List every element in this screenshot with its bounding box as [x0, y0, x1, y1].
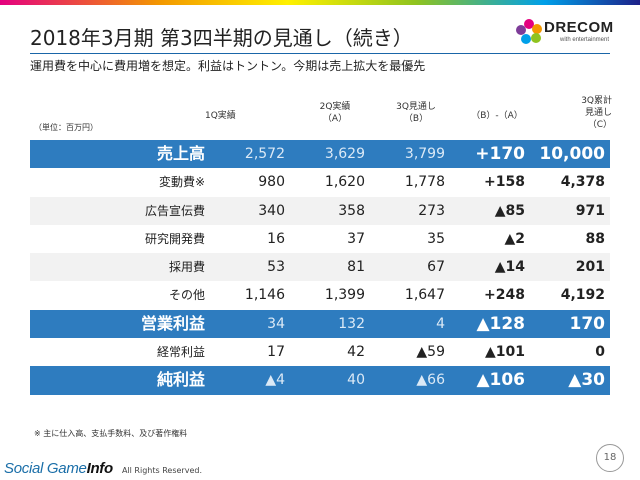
table-cell: +248 — [484, 287, 525, 304]
table-cell: 1,399 — [324, 287, 365, 304]
table-cell: 35 — [427, 230, 445, 247]
table-row: その他 1,146 1,399 1,647 +248 4,192 — [30, 281, 610, 309]
column-header-text: （B）-（A） — [471, 111, 523, 121]
column-header-2q: 2Q実績 （A） — [305, 101, 365, 125]
table-cell: 42 — [347, 344, 365, 361]
table-cell: 1,620 — [324, 174, 365, 191]
table-cell: 340 — [258, 202, 285, 219]
table-row: 採用費 53 81 67 ▲14 201 — [30, 253, 610, 282]
flower-logo-icon — [516, 19, 542, 45]
table-row: 売上高 2,572 3,629 3,799 +170 10,000 — [30, 140, 610, 169]
table-cell: ▲85 — [494, 202, 525, 219]
table-cell: 3,799 — [404, 146, 445, 162]
column-header-text: 3Q累計 — [581, 96, 612, 106]
row-label: その他 — [168, 288, 205, 303]
table-cell: +170 — [475, 144, 525, 164]
table-cell: 10,000 — [539, 144, 605, 164]
table-cell: ▲128 — [476, 313, 525, 334]
row-label: 変動費※ — [158, 175, 205, 190]
row-label: 採用費 — [168, 260, 205, 275]
drecom-logo: DRECOM with entertainment — [516, 17, 616, 49]
forecast-table: 売上高 2,572 3,629 3,799 +170 10,000 変動費※ 980 1,620… — [30, 140, 610, 395]
table-cell: ▲30 — [568, 370, 605, 391]
title-rule — [30, 53, 610, 54]
column-header-text: 見通し — [584, 108, 612, 118]
watermark-text-bold: Info — [86, 460, 114, 477]
table-cell: 67 — [427, 259, 445, 276]
column-header-diff: （B）-（A） — [462, 110, 532, 122]
table-cell: 0 — [595, 344, 605, 361]
column-header-text: （C） — [587, 120, 612, 130]
table-cell: 201 — [575, 259, 605, 276]
table-cell: ▲106 — [476, 370, 525, 391]
table-cell: 88 — [585, 230, 605, 247]
table-cell: +158 — [484, 174, 525, 191]
table-cell: 170 — [569, 313, 606, 334]
table-row: 純利益 ▲4 40 ▲66 ▲106 ▲30 — [30, 366, 610, 395]
page-subtitle: 運用費を中心に費用増を想定。利益はトントン。今期は売上拡大を最優先 — [30, 59, 426, 73]
row-label: 経常利益 — [156, 345, 205, 360]
table-cell: 34 — [267, 315, 285, 332]
unit-label: （単位：百万円） — [34, 123, 98, 132]
table-cell: ▲2 — [504, 230, 525, 247]
table-cell: 4,378 — [560, 174, 605, 191]
column-header-cumulative: 3Q累計 見通し （C） — [548, 95, 612, 131]
table-cell: ▲66 — [416, 372, 445, 389]
table-cell: 132 — [338, 315, 365, 332]
column-header-3q: 3Q見通し （B） — [383, 101, 449, 125]
table-cell: 1,778 — [404, 174, 445, 191]
table-cell: 1,647 — [404, 287, 445, 304]
logo-tagline: with entertainment — [560, 37, 610, 43]
table-cell: 53 — [267, 259, 285, 276]
table-cell: 81 — [347, 259, 365, 276]
table-row: 研究開発費 16 37 35 ▲2 88 — [30, 225, 610, 253]
table-row: 広告宣伝費 340 358 273 ▲85 971 — [30, 196, 610, 225]
column-header-text: （A） — [322, 114, 348, 124]
table-cell: 980 — [258, 174, 285, 191]
table-cell: 3,629 — [324, 146, 365, 162]
table-cell: 2,572 — [244, 146, 285, 162]
table-cell: ▲4 — [265, 372, 285, 389]
table-cell: 4,192 — [560, 287, 605, 304]
table-cell: 40 — [347, 372, 365, 389]
table-cell: 273 — [418, 202, 445, 219]
table-cell: 358 — [338, 202, 365, 219]
table-cell: 16 — [267, 230, 285, 247]
row-label: 純利益 — [156, 370, 205, 390]
table-row: 営業利益 34 132 4 ▲128 170 — [30, 309, 610, 339]
table-cell: ▲59 — [416, 344, 445, 361]
watermark-text: Social Game — [4, 460, 87, 477]
column-header-text: 2Q実績 — [319, 102, 351, 112]
table-cell: ▲101 — [485, 344, 525, 361]
column-header-text: （B） — [403, 114, 429, 124]
logo-wordmark: DRECOM — [544, 19, 614, 36]
table-row: 経常利益 17 42 ▲59 ▲101 0 — [30, 338, 610, 366]
table-cell: ▲14 — [494, 259, 525, 276]
footnote: ※ 主に仕入高、支払手数料、及び著作権料 — [34, 429, 188, 438]
row-label: 営業利益 — [140, 313, 205, 333]
page-title: 2018年3月期 第3四半期の見通し（続き） — [30, 26, 413, 50]
row-label: 広告宣伝費 — [144, 203, 205, 218]
copyright: All Rights Reserved. — [121, 466, 202, 475]
table-row: 変動費※ 980 1,620 1,778 +158 4,378 — [30, 168, 610, 196]
row-label: 売上高 — [156, 144, 205, 163]
table-cell: 17 — [267, 344, 285, 361]
table-cell: 1,146 — [244, 287, 285, 304]
column-header-text: 3Q見通し — [396, 102, 436, 112]
table-cell: 4 — [436, 315, 445, 332]
table-cell: 37 — [347, 230, 365, 247]
page-number: 18 — [596, 444, 624, 472]
table-cell: 971 — [575, 202, 605, 219]
column-header-1q: 1Q実績 — [205, 110, 236, 122]
top-color-bar — [0, 0, 640, 5]
column-header-text: 1Q実績 — [205, 111, 236, 121]
row-label: 研究開発費 — [144, 231, 205, 246]
footer: Social GameInfo All Rights Reserved. — [4, 458, 202, 477]
watermark: Social GameInfo — [4, 460, 113, 477]
